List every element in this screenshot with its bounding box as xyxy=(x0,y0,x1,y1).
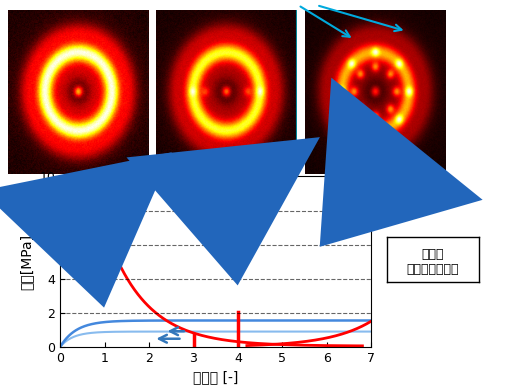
Y-axis label: 応力[MPa]: 応力[MPa] xyxy=(20,234,34,290)
Text: 結晶層形成領域: 結晶層形成領域 xyxy=(406,263,459,276)
X-axis label: ひずみ [-]: ひずみ [-] xyxy=(193,370,238,384)
Text: 赤線は: 赤線は xyxy=(422,248,444,261)
